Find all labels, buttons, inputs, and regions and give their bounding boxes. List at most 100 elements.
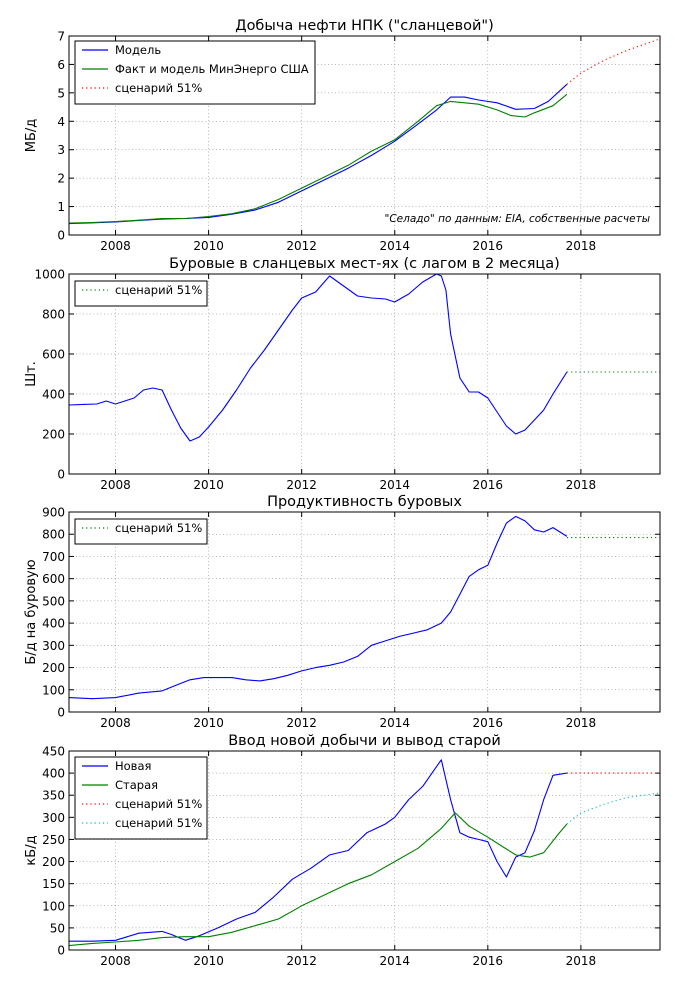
y-axis-label: МБ/д (24, 119, 39, 153)
x-tick-label: 2018 (566, 239, 597, 253)
plot-frame (68, 750, 661, 951)
x-tick-label: 2016 (473, 239, 504, 253)
plot-frame (68, 511, 661, 713)
chart-panel-3: 2008 2010 2012 2014 2016 2018 0 100 200 300 400 500… (24, 494, 661, 730)
legend: сценарий 51% (74, 518, 208, 545)
y-tick-label: 200 (42, 661, 65, 675)
x-tick-label: 2008 (100, 239, 131, 253)
legend-box (74, 756, 208, 840)
x-tick-label: 2010 (193, 954, 224, 968)
y-axis-label: Шт. (24, 361, 39, 387)
legend-box (74, 40, 316, 105)
x-tick-label: 2018 (566, 954, 597, 968)
legend-entry: Факт и модель МинЭнерго США (115, 62, 309, 76)
legend: Модель Факт и модель МинЭнерго США сценари… (74, 40, 316, 105)
y-tick-label: 0 (57, 944, 65, 958)
y-tick-label: 300 (42, 811, 65, 825)
y-tick-label: 1000 (34, 268, 65, 282)
y-tick-label: 4 (57, 115, 65, 129)
x-tick-label: 2018 (566, 478, 597, 492)
y-tick-label: 400 (42, 617, 65, 631)
plot-frame (68, 35, 661, 236)
legend-box (74, 518, 208, 545)
series-line-4-2 (68, 812, 568, 947)
series-line-4-1 (69, 759, 567, 942)
chart-title: Буровые в сланцевых мест-ях (с лагом в 2… (169, 256, 560, 272)
x-tick-label: 2008 (100, 716, 131, 730)
y-tick-label: 0 (57, 229, 65, 243)
plot-frame (68, 273, 661, 475)
y-tick-label: 350 (42, 789, 65, 803)
legend-box (74, 280, 208, 307)
series-line-4-4 (566, 792, 661, 825)
chart-panel-2: 2008 2010 2012 2014 2016 2018 0 200 400 600 800 100… (24, 256, 661, 492)
chart-panel-1: 2008 2010 2012 2014 2016 2018 0 1 2 3 4 5 6 7 Добыча н… (24, 18, 661, 253)
x-tick-label: 2008 (100, 478, 131, 492)
legend-entry: сценарий 51% (115, 521, 202, 535)
chart-title: Ввод новой добычи и вывод старой (228, 733, 501, 749)
y-tick-label: 400 (42, 388, 65, 402)
y-tick-label: 800 (42, 308, 65, 322)
y-tick-label: 600 (42, 348, 65, 362)
series-line-1-2 (68, 93, 568, 224)
series-line-2-1 (68, 273, 568, 442)
y-tick-label: 400 (42, 767, 65, 781)
x-tick-label: 2014 (379, 239, 410, 253)
y-tick-label: 7 (57, 30, 65, 44)
x-tick-label: 2012 (286, 239, 317, 253)
y-tick-label: 200 (42, 855, 65, 869)
chart-title: Добыча нефти НПК ("сланцевой") (235, 18, 494, 34)
y-tick-label: 300 (42, 639, 65, 653)
y-tick-label: 900 (42, 506, 65, 520)
y-tick-label: 250 (42, 833, 65, 847)
x-tick-label: 2014 (379, 716, 410, 730)
x-tick-label: 2014 (379, 478, 410, 492)
series-line-1-3 (566, 38, 661, 85)
y-tick-label: 800 (42, 528, 65, 542)
y-tick-label: 200 (42, 428, 65, 442)
y-tick-label: 0 (57, 468, 65, 482)
y-tick-label: 500 (42, 594, 65, 608)
y-tick-label: 100 (42, 683, 65, 697)
x-tick-label: 2016 (473, 716, 504, 730)
x-tick-label: 2016 (473, 954, 504, 968)
chart-title: Продуктивность буровых (267, 494, 462, 510)
y-tick-label: 1 (57, 200, 65, 214)
chart-panel-4: 2008 2010 2012 2014 2016 2018 0 50 100 150 200 250 3… (24, 733, 661, 968)
legend: Новая Старая сценарий 51% сценарий 51% (74, 756, 208, 840)
legend-entry: Модель (115, 43, 161, 57)
y-tick-label: 0 (57, 706, 65, 720)
y-tick-label: 6 (57, 58, 65, 72)
x-tick-label: 2010 (193, 239, 224, 253)
y-tick-label: 3 (57, 143, 65, 157)
legend-entry: сценарий 51% (115, 797, 202, 811)
x-tick-label: 2014 (379, 954, 410, 968)
x-tick-label: 2012 (286, 954, 317, 968)
legend: сценарий 51% (74, 280, 208, 307)
legend-entry: Старая (115, 778, 158, 792)
x-tick-label: 2010 (193, 716, 224, 730)
series-line-3-1 (68, 515, 568, 700)
legend-entry: сценарий 51% (115, 816, 202, 830)
legend-entry: сценарий 51% (115, 81, 202, 95)
legend-entry: сценарий 51% (115, 283, 202, 297)
x-tick-label: 2008 (100, 954, 131, 968)
x-tick-label: 2016 (473, 478, 504, 492)
series-line-1-1 (68, 83, 568, 225)
y-axis-label: Б/д на буровую (24, 559, 39, 664)
legend-entry: Новая (115, 759, 151, 773)
y-tick-label: 600 (42, 572, 65, 586)
x-tick-label: 2018 (566, 716, 597, 730)
chart-annotation: "Селадо" по данным: EIA, собственные рас… (384, 213, 650, 225)
y-tick-label: 450 (42, 745, 65, 759)
y-tick-label: 2 (57, 172, 65, 186)
y-tick-label: 5 (57, 86, 65, 100)
y-tick-label: 100 (42, 899, 65, 913)
y-tick-label: 700 (42, 550, 65, 564)
x-tick-label: 2012 (286, 478, 317, 492)
x-tick-label: 2012 (286, 716, 317, 730)
x-tick-label: 2010 (193, 478, 224, 492)
y-axis-label: кБ/д (24, 835, 39, 865)
y-tick-label: 50 (50, 921, 65, 935)
